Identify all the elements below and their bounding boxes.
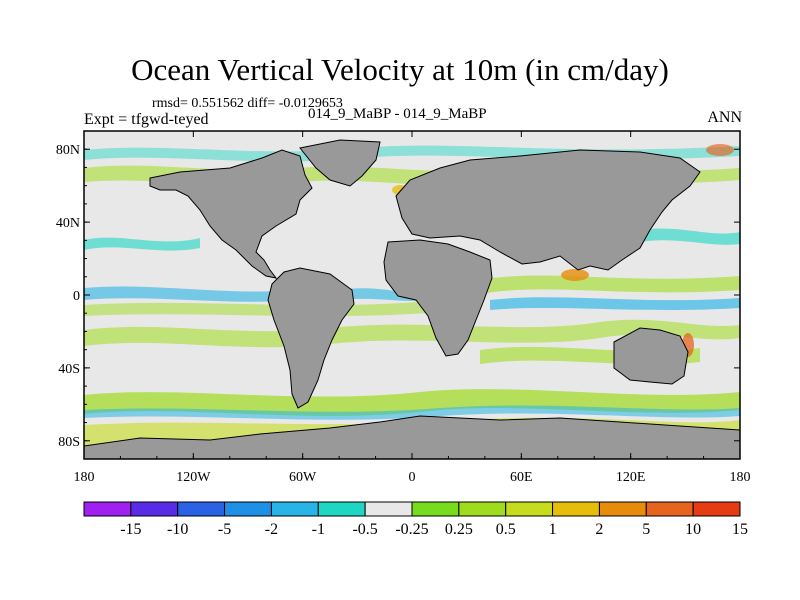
land-masses (84, 139, 740, 459)
y-tick-label: 0 (73, 289, 80, 304)
colorbar-swatch (224, 501, 272, 517)
colorbar-label: -1 (312, 521, 325, 538)
antarctica (84, 415, 740, 459)
x-tick-label: 0 (409, 470, 416, 485)
colorbar-swatch (645, 501, 694, 517)
colorbar-swatch (505, 501, 554, 517)
colorbar-swatch (411, 501, 460, 517)
colorbar-label: 0.25 (445, 521, 473, 538)
colorbar-label: 15 (732, 521, 748, 538)
colorbar-swatch (83, 501, 132, 517)
x-tick-label: 180 (74, 470, 95, 485)
colorbar-label: -0.5 (352, 521, 377, 538)
x-tick-label: 120W (176, 470, 211, 485)
colorbar-swatch (364, 501, 413, 517)
colorbar-swatch (130, 501, 179, 517)
colorbar-label: -15 (120, 521, 141, 538)
y-tick-label: 80S (58, 435, 80, 450)
africa (383, 239, 493, 357)
north-america (149, 149, 313, 279)
y-tick-label: 40N (56, 216, 80, 231)
x-tick-label: 60E (510, 470, 533, 485)
colorbar-swatch (458, 501, 507, 517)
x-tick-label: 180 (730, 470, 751, 485)
longitude-axis: 180 120W 60W 0 60E 120E 180 (74, 131, 751, 485)
y-tick-label: 80N (56, 143, 80, 158)
colorbar-swatch (552, 501, 600, 517)
colorbar-label: -0.25 (395, 521, 428, 538)
colorbar-label: 1 (549, 521, 557, 538)
colorbar-label: -5 (218, 521, 231, 538)
y-tick-label: 40S (58, 362, 80, 377)
colorbar-swatch (177, 501, 226, 517)
x-tick-label: 120E (616, 470, 646, 485)
colorbar-swatch (270, 501, 319, 517)
colorbar-swatch (598, 501, 647, 517)
case-label: 014_9_MaBP - 014_9_MaBP (308, 106, 487, 122)
experiment-label: Expt = tfgwd-teyed (84, 111, 209, 128)
season-label: ANN (707, 109, 742, 126)
latitude-axis: 80N 40N 0 40S 80S (56, 130, 740, 460)
x-tick-label: 60W (289, 470, 317, 485)
colorbar-label: 10 (685, 521, 701, 538)
colorbar-label: 5 (642, 521, 650, 538)
colorbar-label: -2 (265, 521, 278, 538)
greenland (299, 139, 381, 187)
colorbar-label: -10 (167, 521, 188, 538)
australia (613, 327, 689, 385)
colorbar-swatch (692, 501, 741, 517)
south-america (267, 267, 355, 409)
eurasia (395, 149, 701, 271)
colorbar-label: 0.5 (496, 521, 516, 538)
plot-title: Ocean Vertical Velocity at 10m (in cm/da… (131, 52, 669, 87)
colorbar: -15 -10 -5 -2 -1 -0.5 -0.25 0.25 0.5 1 2 5 10 15 (83, 501, 748, 538)
colorbar-label: 2 (595, 521, 603, 538)
stats-label: rmsd= 0.551562 diff= -0.0129653 (152, 96, 343, 111)
colorbar-swatch (317, 501, 366, 517)
